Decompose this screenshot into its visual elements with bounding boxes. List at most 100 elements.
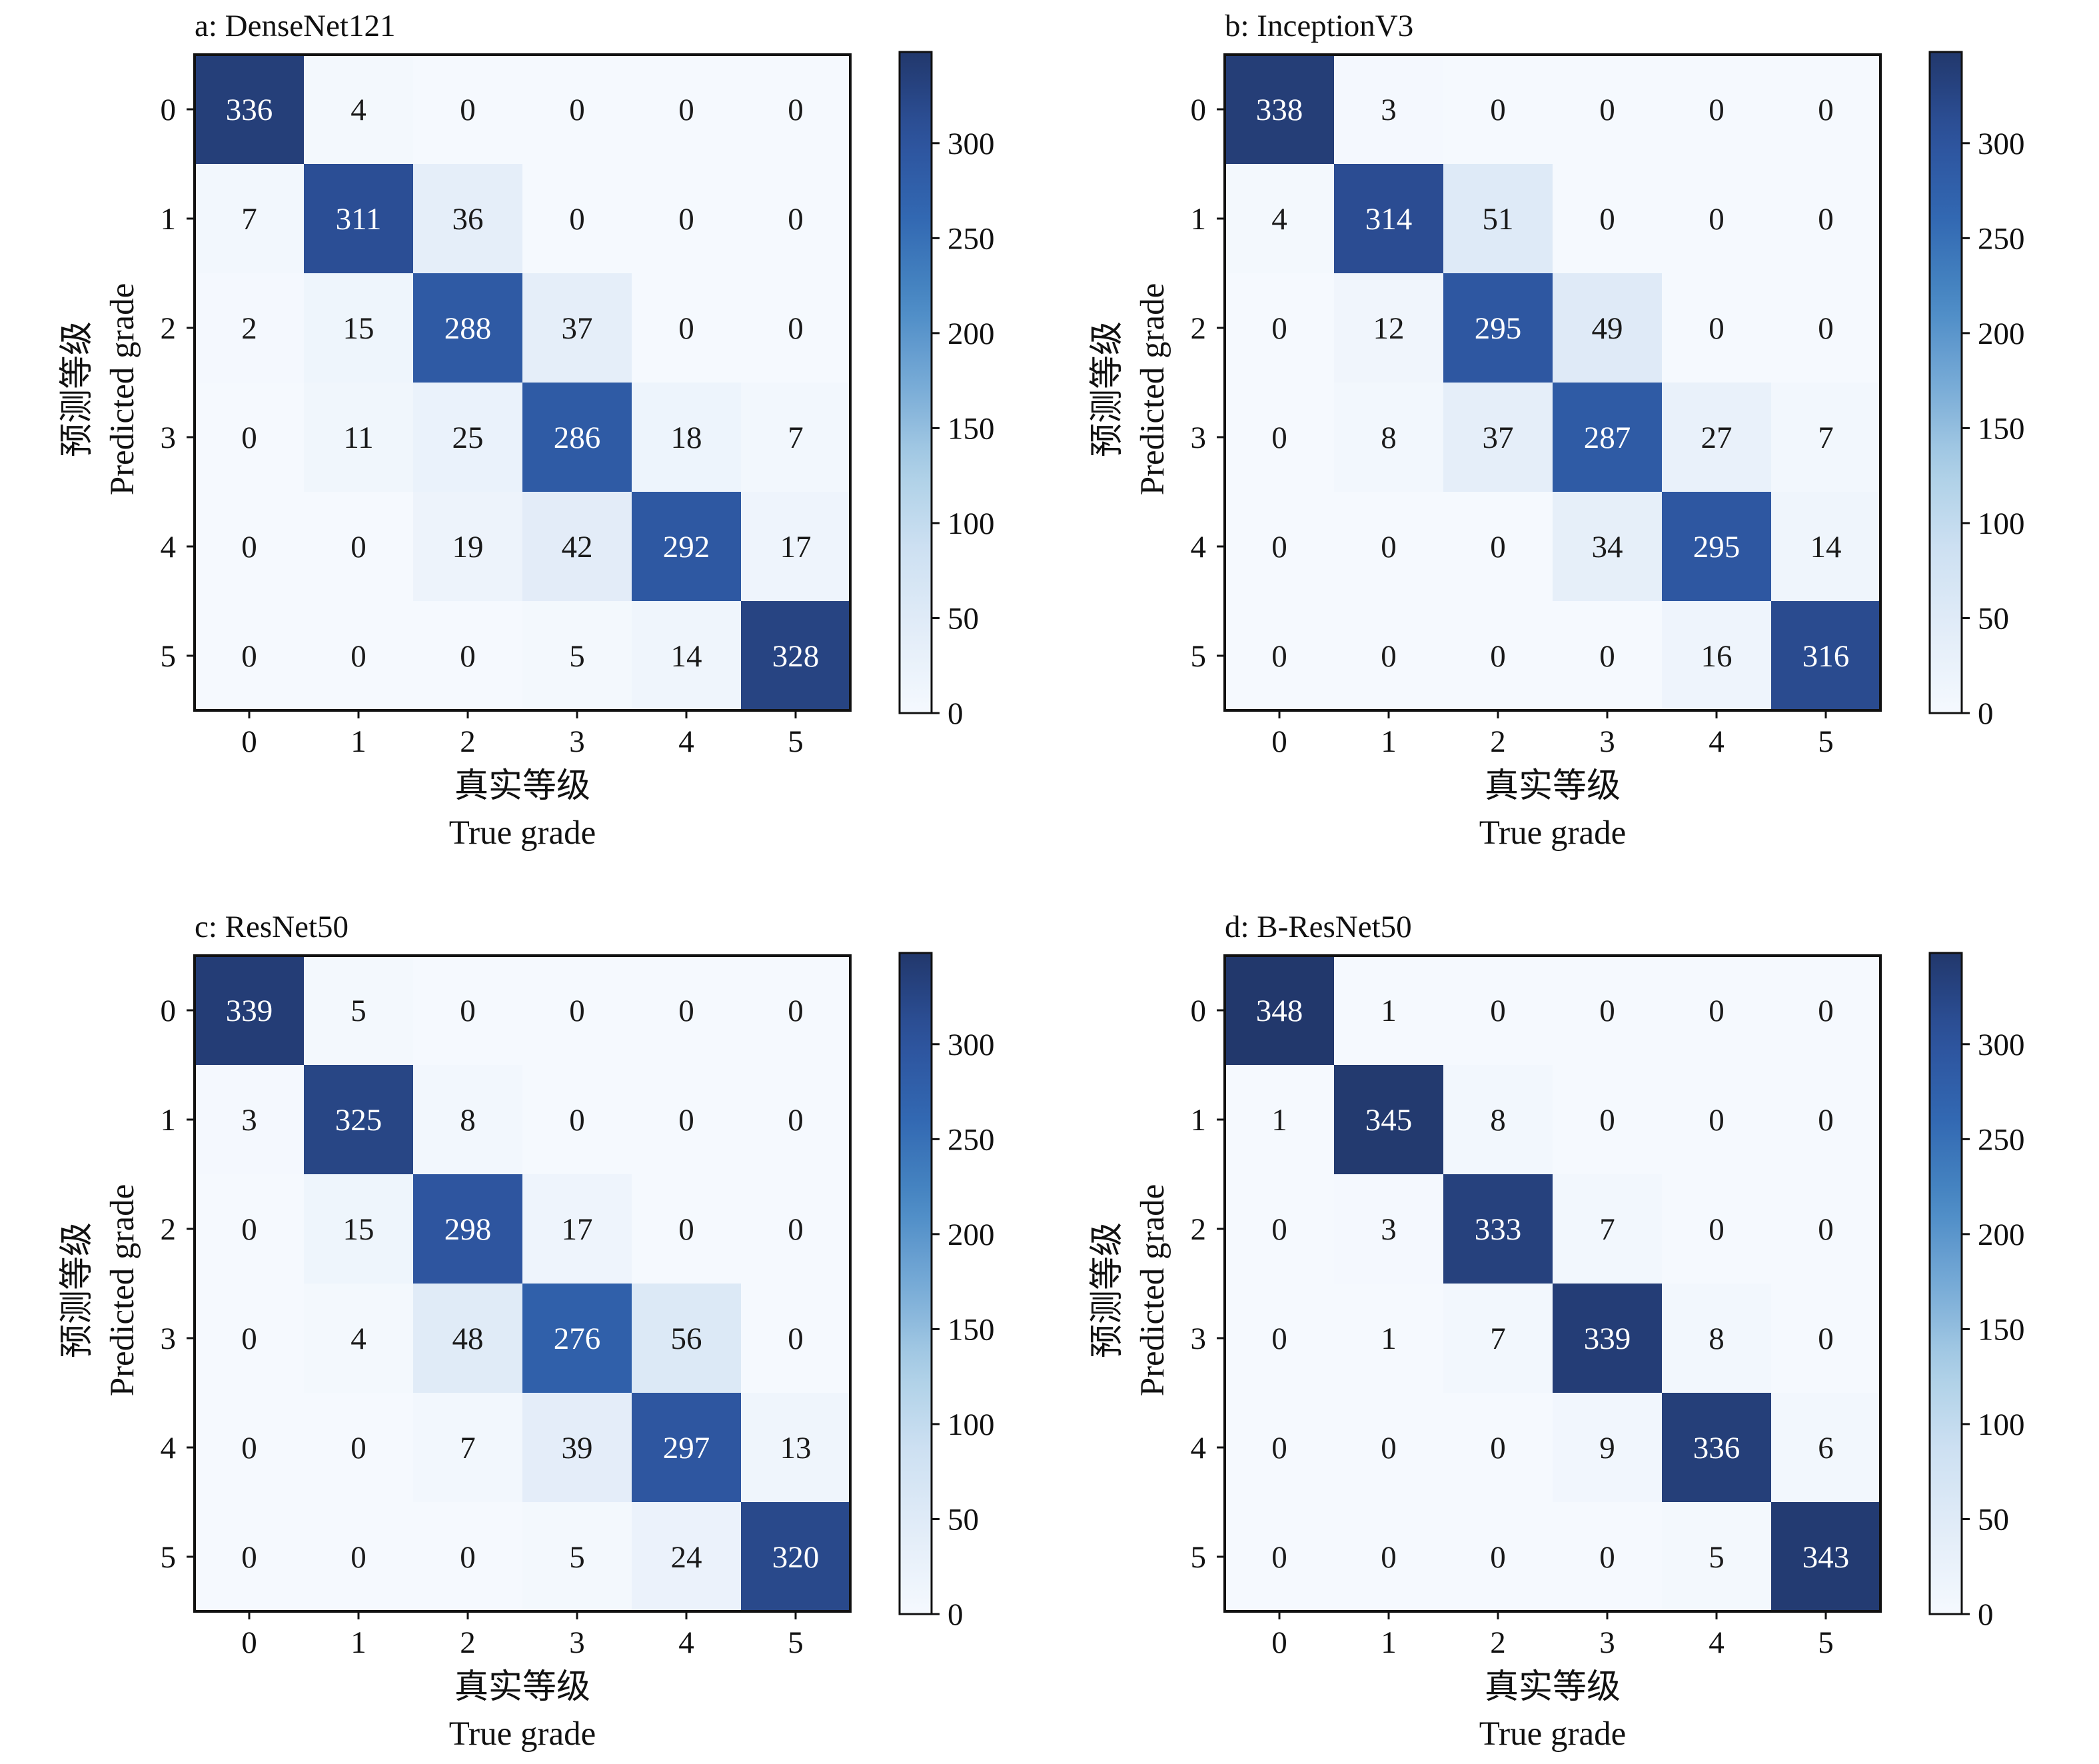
heatmap-cell (1225, 1502, 1334, 1611)
heatmap-cell (1225, 1393, 1334, 1502)
cell-value-label: 0 (1271, 639, 1287, 674)
x-tick-label: 2 (1490, 724, 1506, 759)
y-tick-label: 1 (161, 1103, 177, 1138)
heatmap-cell (1443, 1174, 1553, 1284)
heatmap-cell (304, 1174, 413, 1284)
cell-value-label: 0 (1490, 530, 1506, 564)
colorbar-tick-label: 100 (1978, 1407, 2025, 1442)
heatmap-cell (632, 55, 741, 164)
colorbar (1928, 51, 1963, 714)
x-tick-label: 4 (1709, 724, 1725, 759)
cell-value-label: 343 (1802, 1540, 1850, 1575)
heatmap-cell (741, 492, 850, 601)
cell-value-label: 3 (1381, 1212, 1397, 1247)
heatmap-cell (304, 164, 413, 273)
x-tick-label: 5 (1818, 1625, 1834, 1660)
heatmap-cell (1225, 383, 1334, 492)
y-tick-label: 0 (161, 93, 177, 127)
y-axis-label: Predicted grade (1134, 1184, 1171, 1397)
colorbar-tick-label: 0 (948, 1597, 964, 1632)
cell-value-label: 0 (1709, 1103, 1725, 1138)
cell-value-label: 37 (1483, 421, 1514, 455)
cell-value-label: 12 (1373, 311, 1405, 346)
cell-value-label: 295 (1693, 530, 1741, 564)
cell-value-label: 0 (241, 1322, 257, 1356)
cell-value-label: 49 (1592, 311, 1623, 346)
heatmap-cell (304, 1065, 413, 1174)
heatmap-cell (1443, 383, 1553, 492)
cell-value-label: 0 (1381, 1540, 1397, 1575)
colorbar-tick-label: 300 (1978, 1028, 2025, 1062)
cell-value-label: 0 (241, 639, 257, 674)
colorbar-tick-label: 250 (948, 1122, 995, 1157)
cell-value-label: 0 (1818, 202, 1834, 237)
cell-value-label: 27 (1701, 421, 1733, 455)
cell-value-label: 345 (1365, 1103, 1413, 1138)
heatmap-cell (1662, 1393, 1771, 1502)
x-tick-label: 5 (1818, 724, 1834, 759)
cell-value-label: 1 (1381, 994, 1397, 1028)
colorbar-tick-label: 150 (948, 1312, 995, 1347)
colorbar-tick-label: 100 (1978, 506, 2025, 541)
cell-value-label: 0 (1709, 1212, 1725, 1247)
heatmap-cell (632, 956, 741, 1065)
cell-value-label: 6 (1818, 1431, 1834, 1465)
heatmap-cell (741, 273, 850, 383)
heatmap-cell (304, 383, 413, 492)
x-tick-label: 5 (788, 1625, 804, 1660)
cell-value-label: 298 (444, 1212, 492, 1247)
cell-value-label: 0 (788, 1322, 804, 1356)
heatmap-cell (195, 1284, 304, 1393)
x-tick-label: 1 (1381, 1625, 1397, 1660)
heatmap-cell (522, 164, 632, 273)
heatmap-cell (1553, 55, 1662, 164)
colorbar-tick-label: 300 (1978, 127, 2025, 161)
y-tick-label: 0 (1191, 994, 1207, 1028)
heatmap-cell (195, 1393, 304, 1502)
heatmap-cell (1553, 601, 1662, 710)
x-tick-label: 1 (350, 1625, 366, 1660)
y-tick-label: 5 (161, 639, 177, 674)
heatmap-cell (632, 601, 741, 710)
cell-value-label: 36 (452, 202, 484, 237)
x-tick-label: 3 (569, 724, 585, 759)
cell-value-label: 297 (663, 1431, 710, 1465)
cell-value-label: 25 (452, 421, 484, 455)
cell-value-label: 0 (1381, 1431, 1397, 1465)
heatmap-cell (522, 492, 632, 601)
cell-value-label: 7 (1818, 421, 1834, 455)
y-tick-label: 3 (161, 421, 177, 455)
y-tick-label: 5 (161, 1540, 177, 1575)
cell-value-label: 0 (1818, 93, 1834, 127)
heatmap-cell (522, 1502, 632, 1611)
colorbar-tick-label: 100 (948, 506, 995, 541)
cell-value-label: 288 (444, 311, 492, 346)
heatmap-cell (1662, 1284, 1771, 1393)
y-axis-label-cn: 预测等级 (59, 1222, 96, 1358)
cell-value-label: 0 (678, 1103, 694, 1138)
cell-value-label: 311 (336, 202, 382, 237)
cell-value-label: 0 (1818, 994, 1834, 1028)
cell-value-label: 15 (343, 311, 374, 346)
colorbar-tick-label: 0 (948, 696, 964, 731)
cell-value-label: 316 (1802, 639, 1850, 674)
cell-value-label: 0 (1271, 421, 1287, 455)
heatmap-cell (1225, 164, 1334, 273)
cell-value-label: 0 (1271, 530, 1287, 564)
heatmap-cell (1662, 55, 1771, 164)
heatmap-cell (1771, 164, 1880, 273)
cell-value-label: 0 (788, 1103, 804, 1138)
heatmap-cell (304, 956, 413, 1065)
heatmap-cell (195, 1065, 304, 1174)
y-tick-label: 5 (1191, 1540, 1207, 1575)
heatmap-cell (522, 956, 632, 1065)
x-tick-label: 4 (1709, 1625, 1725, 1660)
panel-title: c: ResNet50 (195, 910, 349, 944)
cell-value-label: 4 (350, 1322, 366, 1356)
heatmap-cell (413, 273, 522, 383)
heatmap-cell (1771, 1174, 1880, 1284)
cell-value-label: 34 (1592, 530, 1623, 564)
heatmap-cell (1771, 383, 1880, 492)
cell-value-label: 0 (1709, 202, 1725, 237)
heatmap-cell (1334, 601, 1443, 710)
